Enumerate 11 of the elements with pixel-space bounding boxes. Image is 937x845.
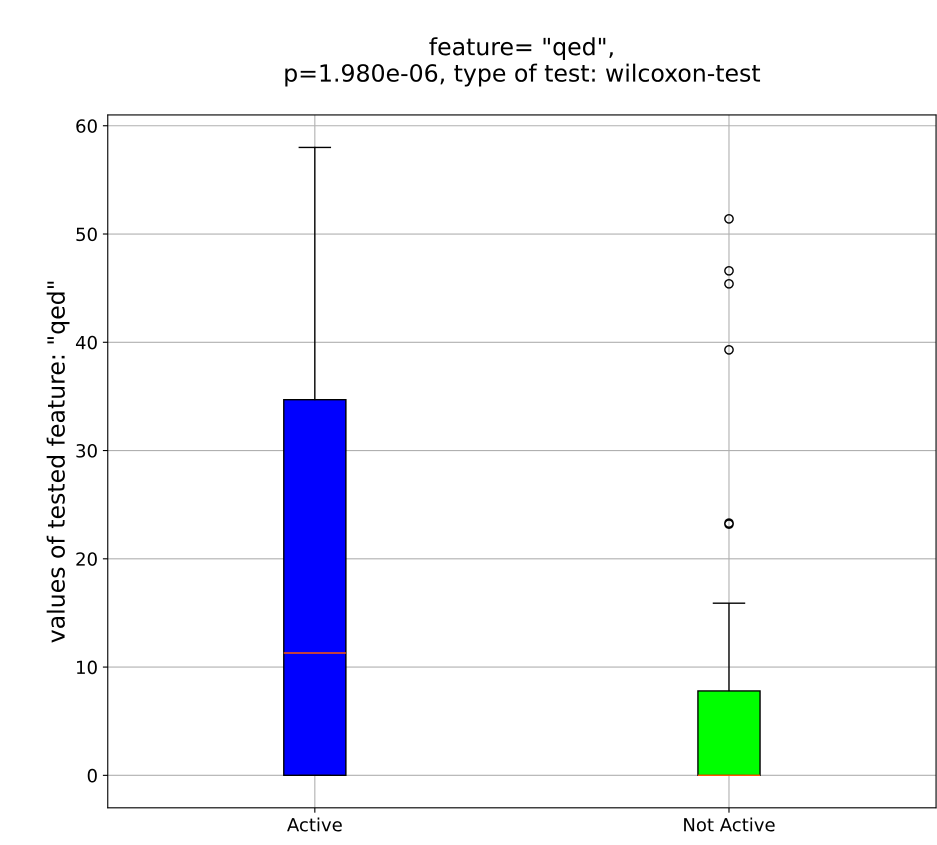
y-tick-label: 40 (76, 336, 97, 350)
chart-title: feature= "qed", p=1.980e-06, type of test: wilcoxon-test (285, 37, 760, 86)
y-tick-label: 20 (76, 552, 97, 566)
y-axis-title: values of tested feature: "qed" (46, 282, 70, 643)
x-tick-label: Active (287, 818, 342, 832)
x-tick-label: Not Active (684, 818, 775, 832)
y-tick-label: 30 (76, 444, 97, 458)
y-tick-label: 0 (88, 768, 97, 782)
y-tick-label: 10 (77, 660, 97, 674)
y-tick-label: 50 (76, 227, 97, 242)
y-tick-label: 60 (76, 119, 97, 133)
